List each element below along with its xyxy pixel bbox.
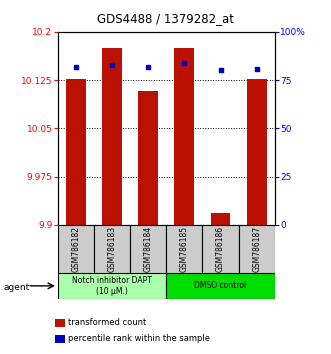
Point (73, 64, 79, 69)
Bar (102, 48, 122, 225)
Text: percentile rank within the sample: percentile rank within the sample (68, 334, 210, 343)
Bar (247, 79, 266, 225)
Text: transformed count: transformed count (68, 318, 146, 327)
Point (110, 62, 115, 68)
Point (254, 66, 259, 72)
Point (218, 68, 223, 73)
Bar (211, 213, 230, 225)
Bar (58, 273, 166, 299)
Text: GSM786184: GSM786184 (144, 225, 153, 272)
Text: GSM786186: GSM786186 (216, 225, 225, 272)
Bar (166, 225, 203, 273)
Text: agent: agent (3, 283, 29, 292)
Bar (203, 225, 239, 273)
Bar (174, 48, 194, 225)
Text: GSM786185: GSM786185 (180, 225, 189, 272)
Text: Notch inhibitor DAPT
(10 μM.): Notch inhibitor DAPT (10 μM.) (72, 276, 152, 296)
Bar (94, 225, 130, 273)
Text: GDS4488 / 1379282_at: GDS4488 / 1379282_at (97, 12, 234, 25)
Bar (138, 91, 158, 225)
Bar (166, 273, 275, 299)
Text: GSM786183: GSM786183 (108, 225, 117, 272)
Text: GSM786187: GSM786187 (252, 225, 261, 272)
Point (182, 60, 187, 65)
Text: GSM786182: GSM786182 (71, 226, 80, 272)
Bar (130, 225, 166, 273)
Bar (239, 225, 275, 273)
Bar (66, 79, 86, 225)
Point (146, 64, 151, 69)
Bar (58, 225, 94, 273)
Text: DMSO control: DMSO control (194, 281, 247, 290)
